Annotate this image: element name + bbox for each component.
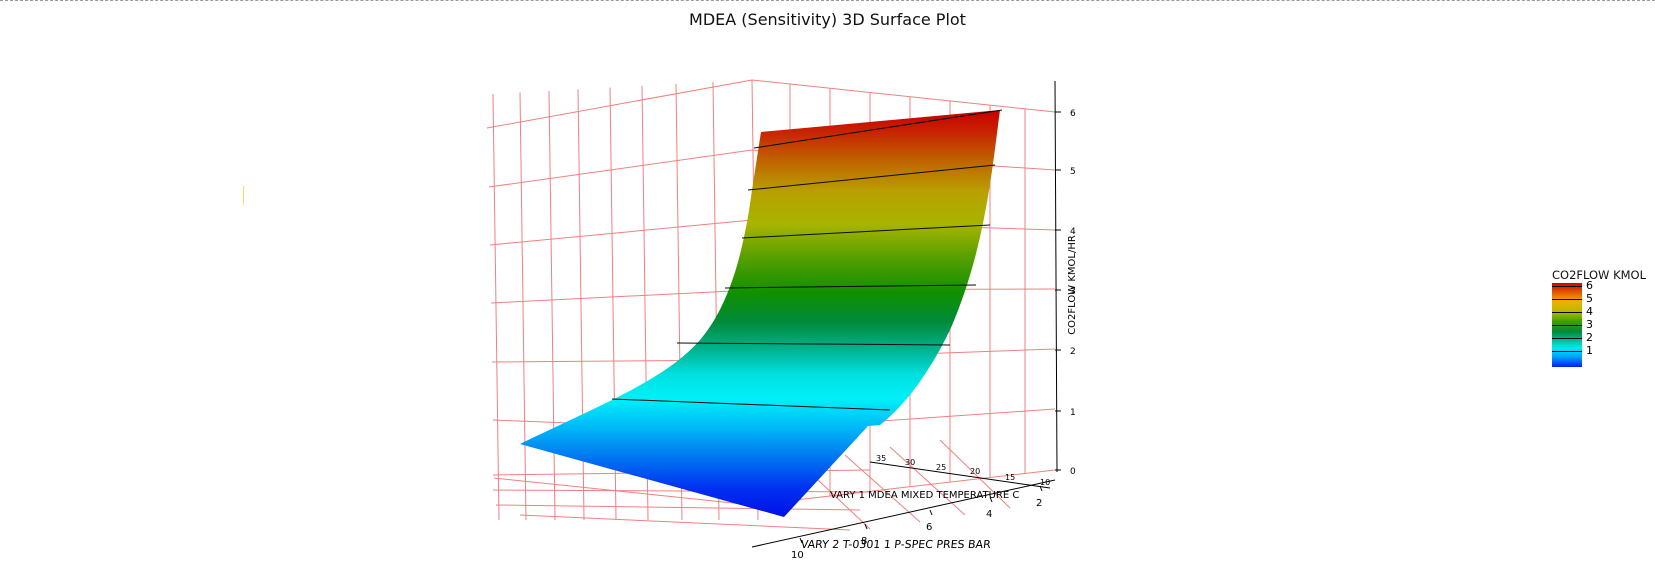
x-axis-tick-label: 6: [926, 522, 932, 533]
z-axis-tick-label: 4: [1070, 227, 1076, 237]
grid-line: [548, 90, 556, 521]
y-axis-tick-label: 10: [1040, 478, 1050, 487]
grid-line: [751, 469, 1056, 506]
x-axis-tick-label: 4: [986, 509, 992, 520]
legend-tick: [1552, 337, 1582, 339]
grid-line: [490, 289, 753, 304]
y-axis-line: [869, 461, 1051, 489]
legend-tick: [1552, 298, 1582, 300]
x-axis-tick-label: 10: [791, 550, 804, 561]
surface: [520, 110, 1000, 517]
z-axis-tick-label: 1: [1070, 408, 1076, 418]
z-axis-line: [1054, 80, 1058, 473]
legend-label: 4: [1586, 304, 1593, 318]
legend-tick: [1552, 324, 1582, 326]
grid-line: [889, 446, 966, 516]
grid-line: [751, 79, 1056, 113]
contour-line: [753, 109, 1003, 149]
z-axis-label: CO2FLOW KMOL/HR: [1067, 235, 1078, 335]
grid-line: [488, 149, 753, 188]
contour-line: [724, 284, 977, 289]
grid-line: [495, 504, 861, 511]
legend-label: 6: [1586, 279, 1593, 292]
contour-line: [676, 342, 951, 346]
contour-line: [611, 398, 891, 411]
z-axis-tick-label: 2: [1070, 347, 1076, 357]
grid-line: [519, 92, 527, 521]
z-axis-tick-label: 5: [1070, 167, 1076, 177]
x-axis-tick: [799, 537, 803, 544]
grid-line: [486, 79, 753, 129]
y-axis-tick-label: 35: [876, 454, 886, 463]
cursor-mark: [243, 186, 244, 205]
legend-tick: [1552, 286, 1582, 287]
legend-label: 3: [1586, 317, 1593, 331]
grid-line: [489, 219, 753, 246]
y-axis-tick-label: 15: [1005, 473, 1015, 482]
x-axis-tick: [929, 509, 933, 516]
x-axis-tick-label: 8: [861, 536, 867, 547]
legend-title: CO2FLOW KMOL: [1552, 268, 1647, 282]
grid-line: [493, 477, 753, 506]
x-axis-tick: [989, 496, 993, 503]
contour-line: [741, 224, 991, 239]
legend-tick: [1552, 350, 1582, 352]
top-border: [0, 0, 1655, 1]
z-axis-tick-label: 6: [1070, 109, 1076, 119]
legend-label: 1: [1586, 343, 1593, 357]
grid-line: [519, 514, 851, 531]
y-axis-label: VARY 1 MDEA MIXED TEMPERATURE C: [830, 490, 1019, 501]
z-axis-tick-label: 0: [1070, 467, 1076, 477]
legend-label: 2: [1586, 330, 1593, 344]
grid-line: [844, 454, 921, 523]
y-axis-tick-label: 20: [970, 467, 980, 476]
x-axis-label: VARY 2 T-0301 1 P-SPEC PRES BAR: [800, 538, 992, 551]
y-axis-tick-label: 25: [936, 463, 946, 472]
contour-line: [747, 164, 996, 191]
x-axis-tick: [864, 523, 868, 530]
x-axis-line: [751, 479, 1056, 548]
grid-line: [492, 93, 500, 521]
z-axis-tick-label: 3: [1070, 287, 1076, 297]
grid-line: [939, 439, 1011, 509]
x-axis-tick-label: 2: [1036, 498, 1042, 509]
legend-label: 5: [1586, 291, 1593, 305]
y-axis-tick-label: 30: [905, 458, 915, 467]
legend-tick: [1552, 311, 1582, 313]
chart-title: MDEA (Sensitivity) 3D Surface Plot: [689, 10, 966, 29]
